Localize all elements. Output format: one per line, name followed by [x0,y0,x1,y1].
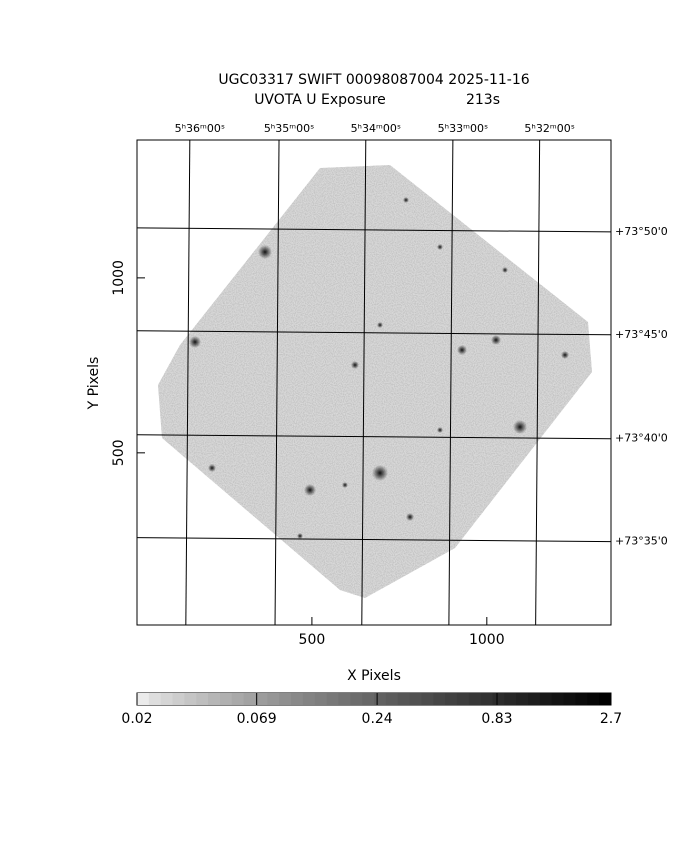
stars [189,197,569,539]
colorbar-step [456,693,470,705]
colorbar-step [563,693,576,705]
colorbar-tick-label: 0.24 [362,711,393,727]
ra-grid-line [274,139,280,626]
colorbar-tick-label: 2.7 [600,711,622,727]
colorbar-step [267,693,280,705]
x-tick-label: 500 [299,632,326,648]
dec-tick-label: +73°35'0 [615,535,668,548]
exposure: 213s [466,92,500,108]
ra-grid-line [535,139,541,626]
dec-tick-label: +73°45'0 [615,328,668,341]
colorbar-step [302,693,316,705]
ra-tick-label: 5ʰ32ᵐ00ˢ [524,122,574,135]
colorbar-step [468,693,482,705]
dec-grid-line [136,227,612,233]
colorbar-step [504,693,517,705]
colorbar-step [208,693,221,705]
y-tick-label: 500 [111,439,127,466]
dec-grid-line [136,330,612,336]
ra-grid-line [448,139,454,626]
colorbar-step [362,693,375,705]
dec-grid-line [136,537,612,543]
ra-tick-label: 5ʰ34ᵐ00ˢ [351,122,401,135]
colorbar-step [314,693,328,705]
y-label: Y Pixels [86,357,102,411]
subtitle: UVOTA U Exposure [254,92,386,108]
colorbar-tick-label: 0.069 [237,711,277,727]
colorbar-step [231,693,245,705]
ra-grid-line [185,139,191,626]
x-tick-label: 1000 [469,632,505,648]
colorbar-step [385,693,399,705]
colorbar-step [551,693,565,705]
colorbar-step [148,693,162,705]
dec-tick-label: +73°50'0 [615,225,668,238]
colorbar-step [409,693,422,705]
colorbar-step [492,693,505,705]
ra-tick-label: 5ʰ33ᵐ00ˢ [438,122,488,135]
colorbar-step [137,693,150,705]
colorbar-step [480,693,493,705]
colorbar-step [599,693,612,705]
colorbar-step [219,693,233,705]
colorbar-step [160,693,174,705]
x-label: X Pixels [347,668,401,684]
ra-grid-line [361,139,367,626]
colorbar-step [587,693,600,705]
colorbar-tick-label: 0.02 [121,711,152,727]
ra-tick-label: 5ʰ36ᵐ00ˢ [175,122,225,135]
colorbar-step [575,693,588,705]
title: UGC03317 SWIFT 00098087004 2025-11-16 [218,72,529,88]
colorbar-step [326,693,339,705]
colorbar-step [291,693,304,705]
image [158,165,592,598]
dec-grid-line [136,434,612,440]
ra-tick-label: 5ʰ35ᵐ00ˢ [264,122,314,135]
colorbar-step [279,693,292,705]
colorbar-step [374,693,387,705]
colorbar-step [338,693,351,705]
colorbar-step [397,693,411,705]
colorbar-step [196,693,209,705]
colorbar-step [243,693,256,705]
y-tick-label: 1000 [111,260,127,296]
colorbar-step [516,693,529,705]
colorbar-step [255,693,268,705]
colorbar-step [350,693,363,705]
colorbar-step [433,693,446,705]
colorbar-step [445,693,458,705]
colorbar-step [172,693,185,705]
colorbar-step [184,693,197,705]
plot-frame [136,139,612,626]
footprint-noise [158,165,592,598]
colorbar-step [528,693,541,705]
colorbar-tick-label: 0.83 [481,711,512,727]
colorbar-step [539,693,553,705]
dec-tick-label: +73°40'0 [615,432,668,445]
colorbar-step [421,693,434,705]
